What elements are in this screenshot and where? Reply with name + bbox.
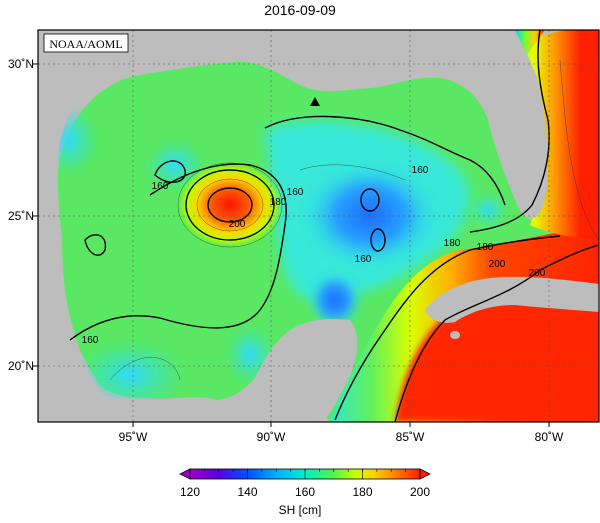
colorbar-tick-label: 180 [352,485,372,499]
contour-label: 200 [229,219,246,230]
lat-label-20n: 20˚N [8,359,34,373]
lat-label-30n: 30˚N [8,57,34,71]
agency-label: NOAA/AOML [49,37,122,51]
lat-label-25n: 25˚N [8,209,34,223]
us-gulf-coast [38,30,510,422]
contour-label: 180 [444,238,461,249]
contour-label: 160 [412,165,429,176]
colorbar-tick-label: 160 [295,485,315,499]
station-marker [310,97,320,106]
lon-label-80w: 80˚W [535,430,564,444]
florida-peninsula [486,30,548,218]
map-title: 2016-09-09 [264,2,336,18]
agency-box [43,33,129,53]
contour-label: 160 [355,254,372,265]
yucatan-peninsula [38,319,358,422]
contour-label: 200 [489,259,506,270]
contour-label: 160 [152,181,169,192]
colorbar: 120 140 160 180 200 [179,468,431,499]
contour-label: 200 [529,268,546,279]
lon-label-95w: 95˚W [119,430,148,444]
contour-label: 160 [287,187,304,198]
contour-label: 160 [82,335,99,346]
contour-label: 180 [477,242,494,253]
colorbar-units-label: SH [cm] [278,503,322,517]
map-frame [37,29,600,423]
lon-label-85w: 85˚W [396,430,425,444]
lon-label-90w: 90˚W [257,430,286,444]
warm-core-eddy [175,160,285,250]
cuba [425,276,599,323]
colorbar-tick-label: 140 [237,485,257,499]
colorbar-tick-label: 200 [410,485,430,499]
contour-label: 180 [270,197,287,208]
colorbar-tick-label: 120 [180,485,200,499]
